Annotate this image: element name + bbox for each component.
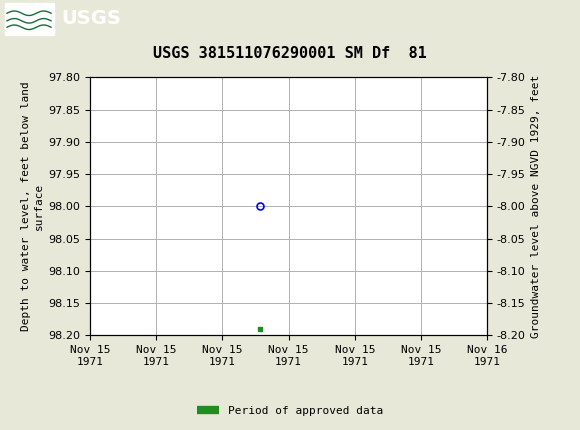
Legend: Period of approved data: Period of approved data bbox=[193, 401, 387, 420]
Y-axis label: Depth to water level, feet below land
surface: Depth to water level, feet below land su… bbox=[21, 82, 44, 331]
Text: USGS: USGS bbox=[61, 9, 121, 28]
Y-axis label: Groundwater level above NGVD 1929, feet: Groundwater level above NGVD 1929, feet bbox=[531, 75, 541, 338]
FancyBboxPatch shape bbox=[5, 3, 54, 35]
Text: USGS 381511076290001 SM Df  81: USGS 381511076290001 SM Df 81 bbox=[153, 46, 427, 61]
